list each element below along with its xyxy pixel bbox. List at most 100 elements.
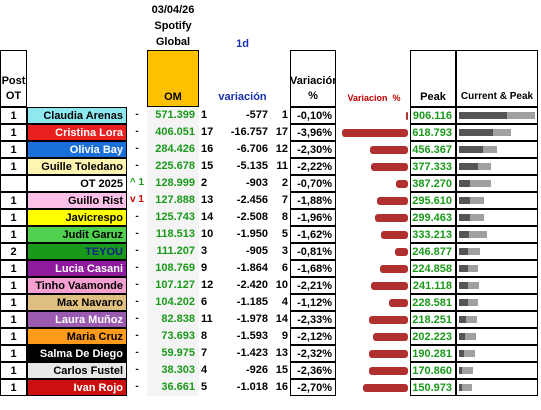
name: Carlos Fustel	[27, 362, 127, 379]
rank: 14	[201, 211, 214, 223]
rank: 2	[201, 177, 208, 189]
pct-rank: 5	[281, 228, 288, 240]
post: 1	[0, 362, 27, 379]
current-peak-cell	[456, 158, 538, 175]
change: v 1	[130, 194, 144, 205]
current-peak-cell	[456, 226, 538, 243]
pct-rank: 4	[281, 296, 288, 308]
pct-rank: 6	[281, 262, 288, 274]
pct-rank: 11	[276, 160, 288, 172]
post	[0, 175, 27, 192]
post: 1	[0, 124, 27, 141]
current-peak-cell	[456, 141, 538, 158]
om: 38.303	[147, 362, 199, 379]
variation-bar	[394, 248, 408, 256]
variation-pct: -2,22%	[290, 158, 336, 175]
current-peak-cell	[456, 345, 538, 362]
pct-rank: 15	[275, 364, 288, 376]
change: -	[135, 262, 139, 273]
pct-rank: 17	[275, 126, 288, 138]
name: Max Navarro	[27, 294, 127, 311]
rank: 5	[201, 381, 208, 393]
change: -	[135, 160, 139, 171]
variation: -16.757	[230, 126, 268, 138]
pct-rank: 13	[275, 347, 288, 359]
peak: 333.213	[410, 226, 456, 243]
current-peak-cell	[456, 379, 538, 396]
post: 1	[0, 192, 27, 209]
name: Judit Garuz	[27, 226, 127, 243]
current-peak-cell	[456, 209, 538, 226]
om: 125.743	[147, 209, 199, 226]
peak: 202.223	[410, 328, 456, 345]
name: Claudia Arenas	[27, 107, 127, 124]
variation: -926	[245, 364, 268, 376]
post-header: Post OT	[1, 75, 26, 102]
variation-pct: -2,36%	[290, 362, 336, 379]
variation-header: variación	[218, 91, 267, 103]
variation-bar	[389, 299, 408, 307]
om: 59.975	[147, 345, 199, 362]
name: Cristina Lora	[27, 124, 127, 141]
om: 104.202	[147, 294, 199, 311]
change: -	[135, 279, 139, 290]
change: -	[135, 313, 139, 324]
current-peak-cell	[456, 362, 538, 379]
current-bar	[459, 146, 483, 153]
current-bar	[459, 112, 507, 119]
om: 118.513	[147, 226, 199, 243]
variation-pct: -2,12%	[290, 328, 336, 345]
variation-bar	[376, 197, 408, 205]
peak-bar	[459, 333, 476, 340]
post: 1	[0, 141, 27, 158]
rank: 1	[201, 109, 208, 121]
current-bar	[459, 316, 466, 323]
current-bar	[459, 299, 468, 306]
om: 571.399	[147, 107, 199, 124]
change: -	[135, 109, 139, 120]
current-peak-cell	[456, 175, 538, 192]
change: -	[135, 143, 139, 154]
peak-bar	[459, 282, 480, 289]
variation-bar	[369, 350, 408, 358]
region: Global	[155, 36, 191, 48]
variation-bar	[369, 146, 408, 154]
pct-rank: 9	[281, 330, 288, 342]
peak: 218.251	[410, 311, 456, 328]
post: 1	[0, 311, 27, 328]
rank: 3	[201, 245, 208, 257]
variation: -1.018	[236, 381, 268, 393]
change: -	[135, 228, 139, 239]
post: 1	[0, 294, 27, 311]
variation-bar	[381, 231, 408, 239]
variation: -2.508	[236, 211, 268, 223]
rank: 8	[201, 330, 208, 342]
current-bar	[459, 282, 468, 289]
current-bar	[459, 265, 469, 272]
om: 406.051	[147, 124, 199, 141]
pct-rank: 7	[281, 194, 288, 206]
current-peak-cell	[456, 311, 538, 328]
post: 1	[0, 379, 27, 396]
variation: -6.706	[236, 143, 268, 155]
name: Maria Cruz	[27, 328, 127, 345]
variation-pct: -2,32%	[290, 345, 336, 362]
variation: -1.950	[236, 228, 268, 240]
peak: 246.877	[410, 243, 456, 260]
rank: 7	[201, 347, 208, 359]
column-frame	[290, 50, 336, 107]
change: -	[135, 211, 139, 222]
peak: 387.270	[410, 175, 456, 192]
date: 03/04/26	[151, 4, 195, 16]
name: Olivia Bay	[27, 141, 127, 158]
current-peak-cell	[456, 124, 538, 141]
peak-bar	[459, 265, 478, 272]
variation-bar	[363, 384, 408, 392]
variation-pct: -1,96%	[290, 209, 336, 226]
name: Salma De Diego	[27, 345, 127, 362]
current-peak-header: Current & Peak	[460, 91, 534, 102]
current-bar	[459, 350, 465, 357]
peak-bar	[459, 214, 485, 221]
current-peak-cell	[456, 294, 538, 311]
variation: -1.423	[236, 347, 268, 359]
